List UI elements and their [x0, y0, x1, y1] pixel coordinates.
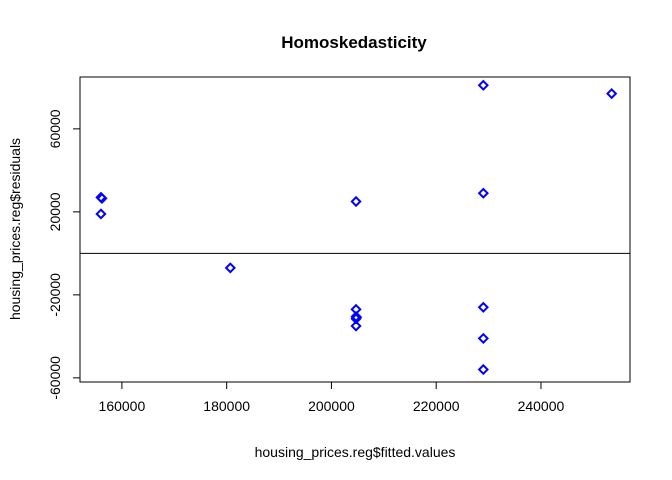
y-tick-label: -60000 [47, 356, 63, 400]
data-point [477, 79, 489, 91]
data-point [477, 363, 489, 376]
x-tick-label: 180000 [203, 398, 250, 414]
data-point [477, 332, 489, 345]
chart-title: Homoskedasticity [281, 33, 427, 52]
y-tick-label: -20000 [47, 273, 63, 317]
y-tick-label: 20000 [47, 192, 63, 231]
x-tick-label: 240000 [518, 398, 565, 414]
data-point [477, 187, 489, 199]
data-point [95, 208, 107, 220]
data-point [477, 301, 489, 313]
data-point [96, 192, 108, 204]
data-point [350, 195, 362, 208]
y-axis: -60000 -20000 20000 60000 [47, 109, 80, 400]
x-axis-label: housing_prices.reg$fitted.values [255, 444, 456, 460]
x-tick-label: 160000 [99, 398, 146, 414]
plot-frame [79, 76, 631, 383]
x-axis: 160000 180000 200000 220000 240000 [99, 382, 565, 414]
data-point [224, 262, 236, 274]
y-tick-label: 60000 [47, 109, 63, 148]
data-point [350, 320, 362, 332]
x-tick-label: 220000 [413, 398, 460, 414]
data-point [606, 87, 618, 100]
data-points [95, 79, 618, 376]
x-tick-label: 200000 [308, 398, 355, 414]
y-axis-label: housing_prices.reg$residuals [7, 138, 23, 320]
